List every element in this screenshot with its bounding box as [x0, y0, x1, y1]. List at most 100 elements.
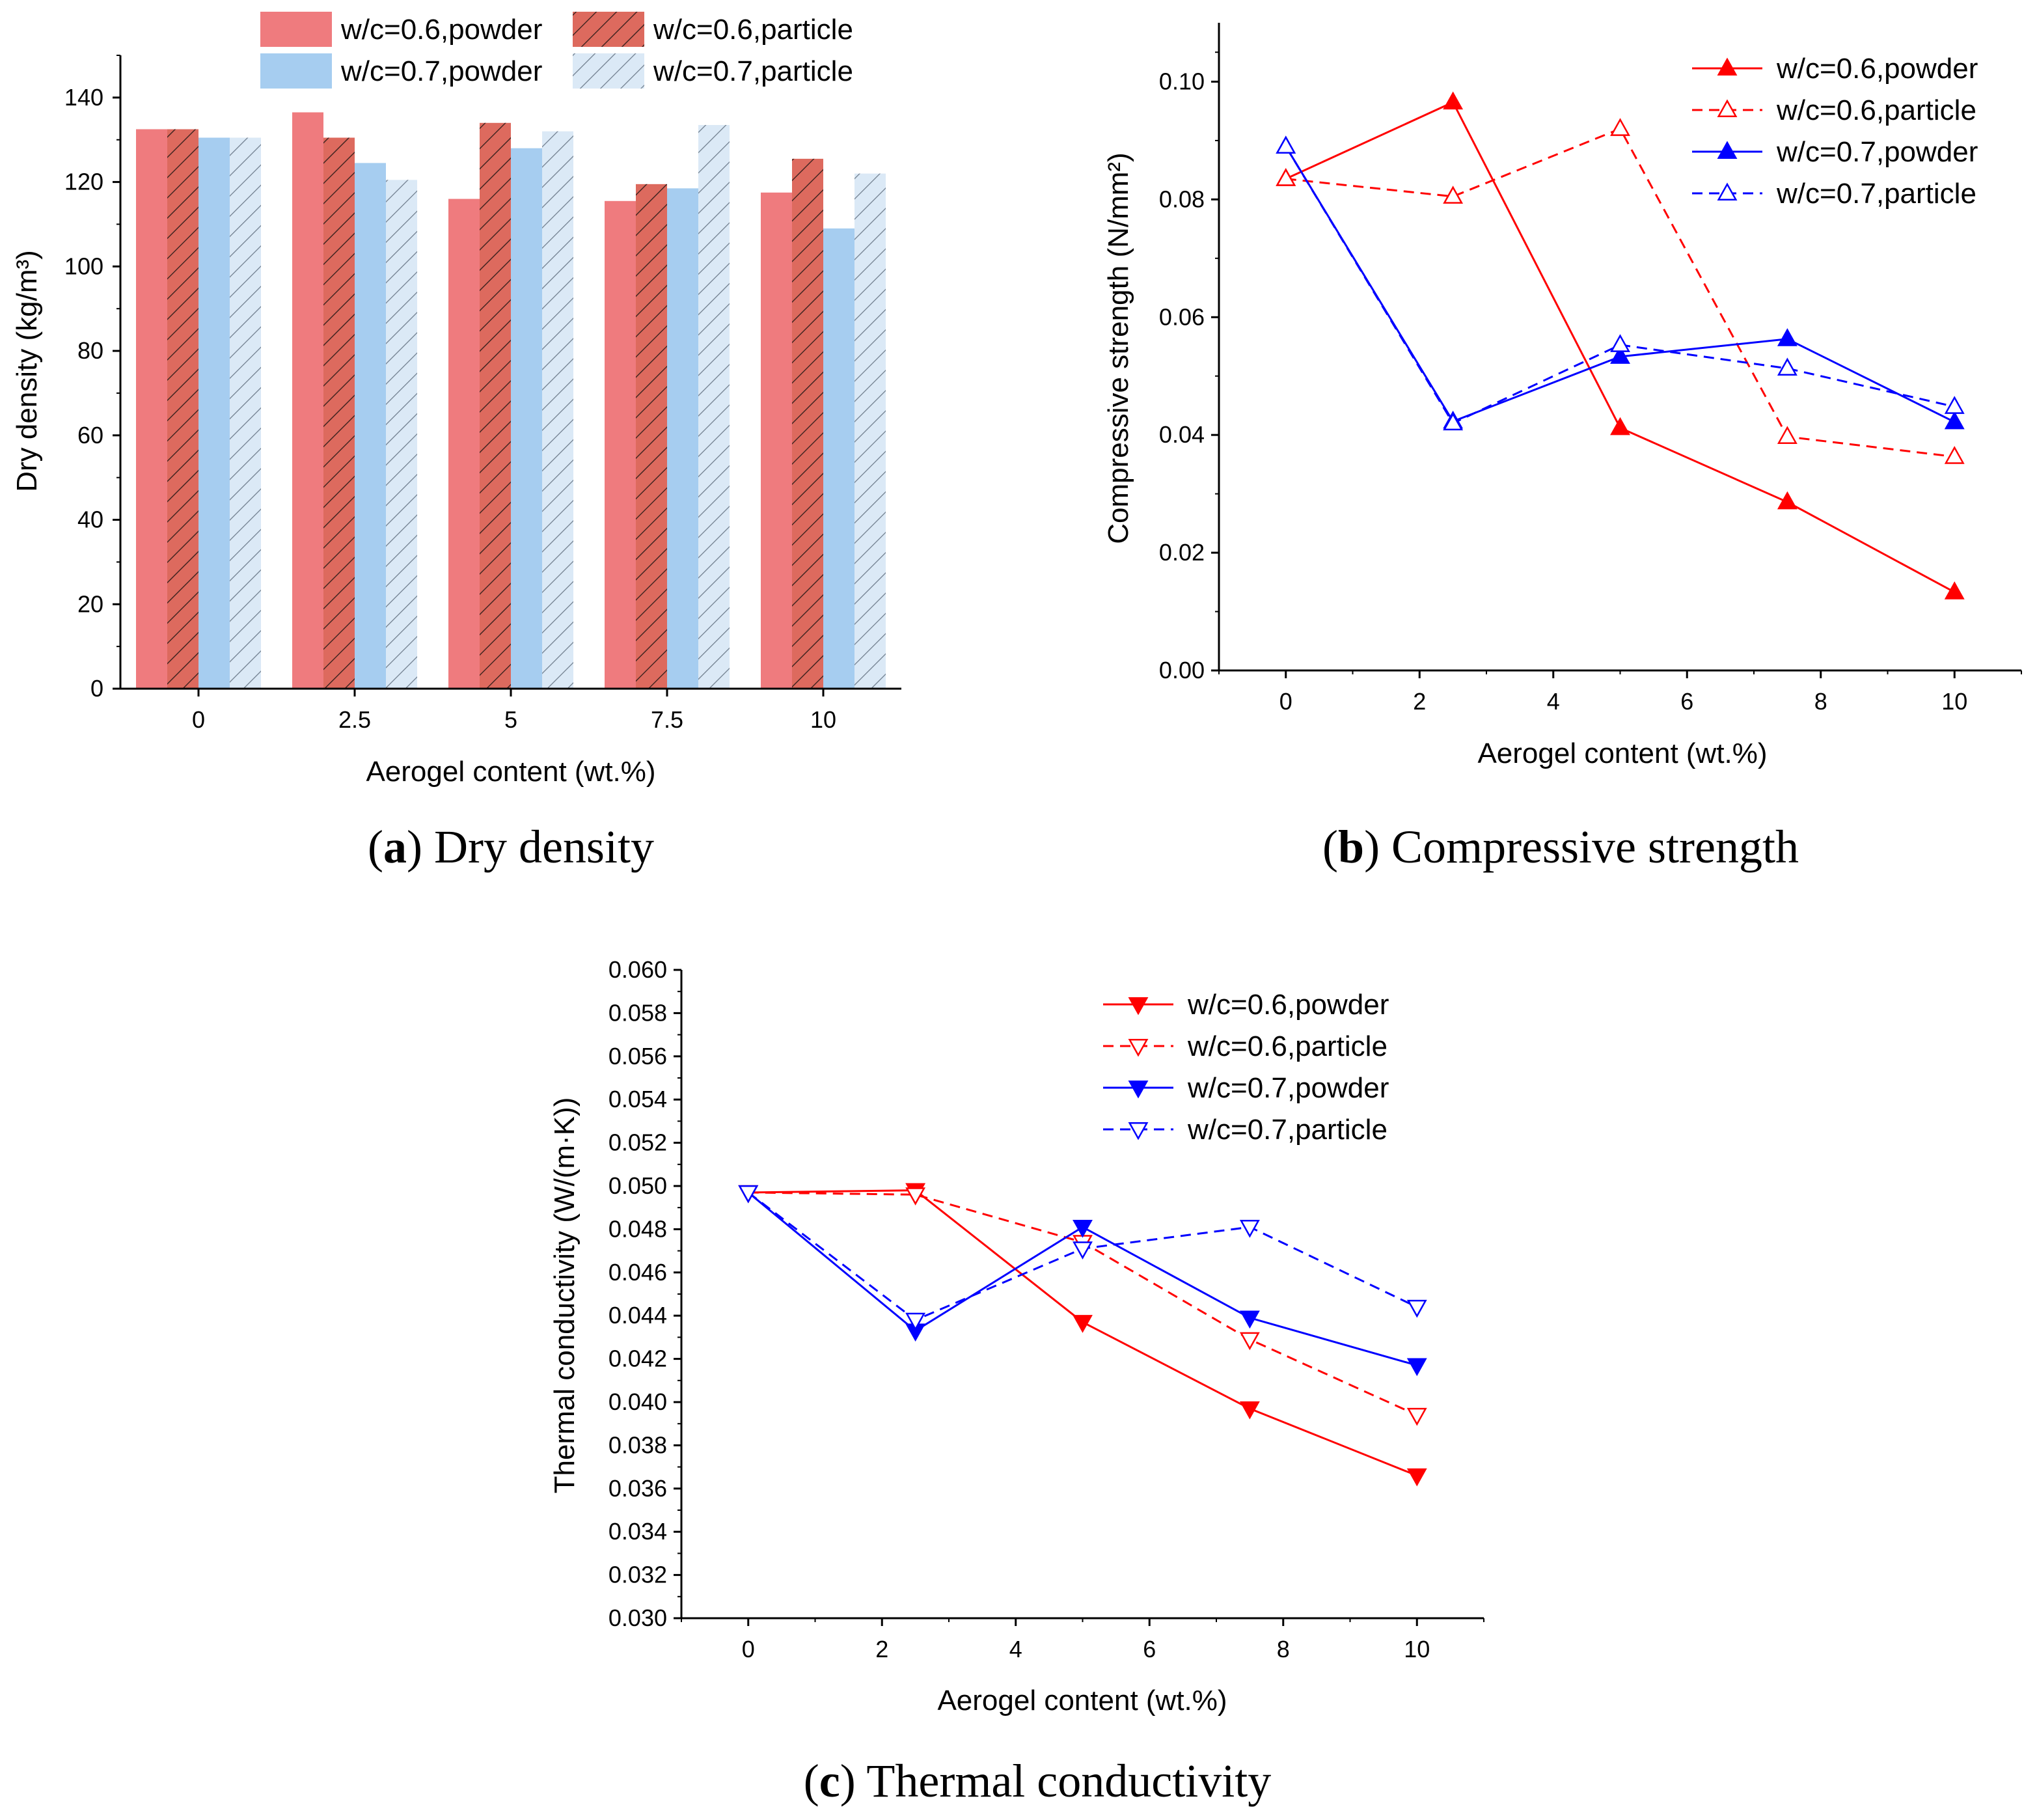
thermal-conductivity-legend-label-w-c-0-6-powder: w/c=0.6,powder: [1187, 989, 1389, 1021]
thermal-conductivity-point-w-c-0-7-powder-7_5: [1239, 1310, 1260, 1329]
compressive-strength-x-tick-label: 4: [1547, 688, 1560, 715]
dry-density-caption-letter: a: [383, 821, 407, 873]
compressive-strength-y-tick-label: 0.08: [1159, 186, 1205, 212]
thermal-conductivity-y-tick-label: 0.042: [608, 1345, 667, 1372]
dry-density-x-tick-label: 7.5: [651, 706, 683, 733]
thermal-conductivity-point-w-c-0-6-particle-10: [1406, 1407, 1427, 1426]
thermal-conductivity-x-tick-label: 2: [875, 1636, 888, 1662]
bar-w-c-0-7-powder-7_5: [667, 188, 698, 689]
bar-hatch-w-c-0-6-particle-2_5: [323, 137, 355, 689]
compressive-strength-legend-marker-w-c-0-7-particle: [1717, 182, 1738, 201]
bar-hatch-w-c-0-7-particle-5: [542, 131, 573, 689]
compressive-strength-point-w-c-0-6-particle-7_5: [1777, 426, 1798, 444]
thermal-conductivity-legend-label-w-c-0-7-particle: w/c=0.7,particle: [1187, 1114, 1388, 1146]
dry-density-x-tick-label: 0: [192, 706, 205, 733]
dry-density-y-tick-label: 0: [90, 675, 103, 702]
compressive-strength-point-w-c-0-7-powder-10: [1944, 411, 1965, 430]
dry-density-y-tick-label: 80: [77, 337, 103, 364]
compressive-strength-point-w-c-0-7-powder-7_5: [1777, 328, 1798, 346]
compressive-strength-caption-letter: b: [1338, 821, 1364, 873]
compressive-strength-legend-marker-w-c-0-6-particle: [1717, 99, 1738, 118]
thermal-conductivity-y-tick-label: 0.058: [608, 999, 667, 1026]
thermal-conductivity-y-tick-label: 0.038: [608, 1431, 667, 1458]
thermal-conductivity-point-w-c-0-7-particle-2_5: [905, 1312, 926, 1331]
compressive-strength-legend-marker-w-c-0-7-powder: [1717, 141, 1738, 159]
bar-hatch-w-c-0-6-particle-5: [480, 122, 511, 689]
thermal-conductivity-caption-title: Thermal conductivity: [866, 1755, 1271, 1807]
dry-density-y-tick-label: 20: [77, 590, 103, 617]
legend-label-w-c-0-6-powder: w/c=0.6,powder: [340, 14, 542, 46]
dry-density-x-tick-label: 10: [810, 706, 836, 733]
thermal-conductivity-x-tick-label: 6: [1143, 1636, 1156, 1662]
compressive-strength-point-w-c-0-7-particle-0: [1276, 135, 1296, 154]
thermal-conductivity-point-w-c-0-6-powder-10: [1406, 1468, 1427, 1487]
thermal-conductivity-y-axis-title: Thermal conductivity (W/(m·K)): [549, 1097, 581, 1494]
bar-w-c-0-6-powder-7_5: [605, 200, 636, 689]
dry-density-y-tick-label: 120: [64, 169, 103, 195]
dry-density-y-tick-label: 40: [77, 506, 103, 533]
bar-hatch-w-c-0-6-particle-10: [792, 158, 823, 689]
dry-density-y-tick-label: 140: [64, 84, 103, 111]
compressive-strength-caption-title: Compressive strength: [1391, 821, 1799, 873]
thermal-conductivity-point-w-c-0-6-powder-5: [1073, 1315, 1093, 1333]
compressive-strength-legend-marker-w-c-0-6-powder: [1717, 57, 1738, 76]
thermal-conductivity-point-w-c-0-7-particle-7_5: [1239, 1220, 1260, 1238]
compressive-strength-y-axis-title: Compressive strength (N/mm²): [1102, 152, 1134, 544]
thermal-conductivity-y-tick-label: 0.044: [608, 1302, 667, 1329]
thermal-conductivity-y-tick-label: 0.030: [608, 1605, 667, 1631]
thermal-conductivity-point-w-c-0-6-particle-2_5: [905, 1187, 926, 1206]
compressive-strength-legend-label-w-c-0-7-powder: w/c=0.7,powder: [1776, 136, 1978, 168]
legend-swatch-w-c-0-7-powder: [260, 53, 332, 89]
bar-w-c-0-6-powder-2_5: [292, 112, 323, 689]
legend-swatch-w-c-0-6-powder: [260, 12, 332, 47]
dry-density-panel: 0 20 40 60 80 100 120 140 0 2.5 5 7.5 10 Aerogel con…: [11, 12, 901, 873]
compressive-strength-point-w-c-0-7-particle-7_5: [1777, 357, 1798, 376]
thermal-conductivity-point-w-c-0-7-particle-10: [1406, 1299, 1427, 1318]
bar-hatch-w-c-0-6-particle-7_5: [636, 184, 667, 689]
legend-swatch-hatch-w-c-0-6-particle: [573, 12, 644, 47]
dry-density-x-tick-label: 5: [504, 706, 517, 733]
thermal-conductivity-point-w-c-0-7-particle-5: [1073, 1241, 1093, 1260]
thermal-conductivity-panel: 0.030 0.032 0.034 0.036 0.038 0.040 0.042 0.044…: [549, 956, 1484, 1807]
dry-density-y-axis-title: Dry density (kg/m³): [11, 250, 43, 492]
compressive-strength-point-w-c-0-7-powder-5: [1610, 346, 1630, 364]
compressive-strength-x-tick-label: 6: [1680, 688, 1693, 715]
compressive-strength-x-tick-label: 8: [1814, 688, 1827, 715]
legend-label-w-c-0-7-particle: w/c=0.7,particle: [653, 55, 853, 87]
thermal-conductivity-y-tick-label: 0.050: [608, 1172, 667, 1199]
compressive-strength-point-w-c-0-7-particle-5: [1610, 334, 1630, 352]
compressive-strength-y-tick-label: 0.02: [1159, 539, 1205, 566]
bar-w-c-0-7-powder-10: [823, 228, 854, 689]
thermal-conductivity-y-tick-label: 0.032: [608, 1562, 667, 1588]
compressive-strength-panel: 0.00 0.02 0.04 0.06 0.08 0.10 0 2 4 6 8 10 Aerogel …: [1102, 23, 2022, 873]
bar-hatch-w-c-0-7-particle-0: [230, 137, 261, 689]
legend-swatch-hatch-w-c-0-7-particle: [573, 53, 644, 89]
compressive-strength-legend-label-w-c-0-6-powder: w/c=0.6,powder: [1776, 53, 1978, 85]
thermal-conductivity-y-tick-label: 0.060: [608, 956, 667, 983]
compressive-strength-legend-label-w-c-0-7-particle: w/c=0.7,particle: [1776, 178, 1976, 210]
compressive-strength-point-w-c-0-6-powder-2_5: [1443, 91, 1464, 110]
bar-hatch-w-c-0-7-particle-2_5: [386, 180, 417, 689]
compressive-strength-point-w-c-0-6-powder-10: [1944, 581, 1965, 600]
thermal-conductivity-point-w-c-0-7-powder-10: [1406, 1358, 1427, 1377]
thermal-conductivity-y-tick-label: 0.040: [608, 1388, 667, 1415]
thermal-conductivity-y-tick-label: 0.036: [608, 1475, 667, 1502]
dry-density-y-tick-label: 100: [64, 253, 103, 279]
thermal-conductivity-y-tick-label: 0.056: [608, 1043, 667, 1069]
thermal-conductivity-y-tick-label: 0.048: [608, 1215, 667, 1242]
thermal-conductivity-y-tick-label: 0.046: [608, 1259, 667, 1286]
compressive-strength-point-w-c-0-6-particle-2_5: [1443, 186, 1464, 204]
compressive-strength-x-tick-label: 0: [1279, 688, 1292, 715]
compressive-strength-point-w-c-0-6-particle-10: [1944, 446, 1965, 464]
legend-label-w-c-0-7-powder: w/c=0.7,powder: [340, 55, 542, 87]
thermal-conductivity-x-axis-title: Aerogel content (wt.%): [937, 1685, 1227, 1717]
thermal-conductivity-caption-letter: c: [819, 1755, 840, 1807]
thermal-conductivity-legend-marker-w-c-0-7-particle: [1128, 1122, 1149, 1140]
thermal-conductivity-x-tick-label: 4: [1009, 1636, 1022, 1662]
dry-density-caption-title: Dry density: [434, 821, 654, 873]
thermal-conductivity-legend-marker-w-c-0-6-particle: [1128, 1038, 1149, 1057]
dry-density-caption: (a) Dry density: [368, 821, 654, 873]
bar-w-c-0-6-powder-5: [448, 199, 480, 689]
compressive-strength-point-w-c-0-6-particle-0: [1276, 168, 1296, 186]
